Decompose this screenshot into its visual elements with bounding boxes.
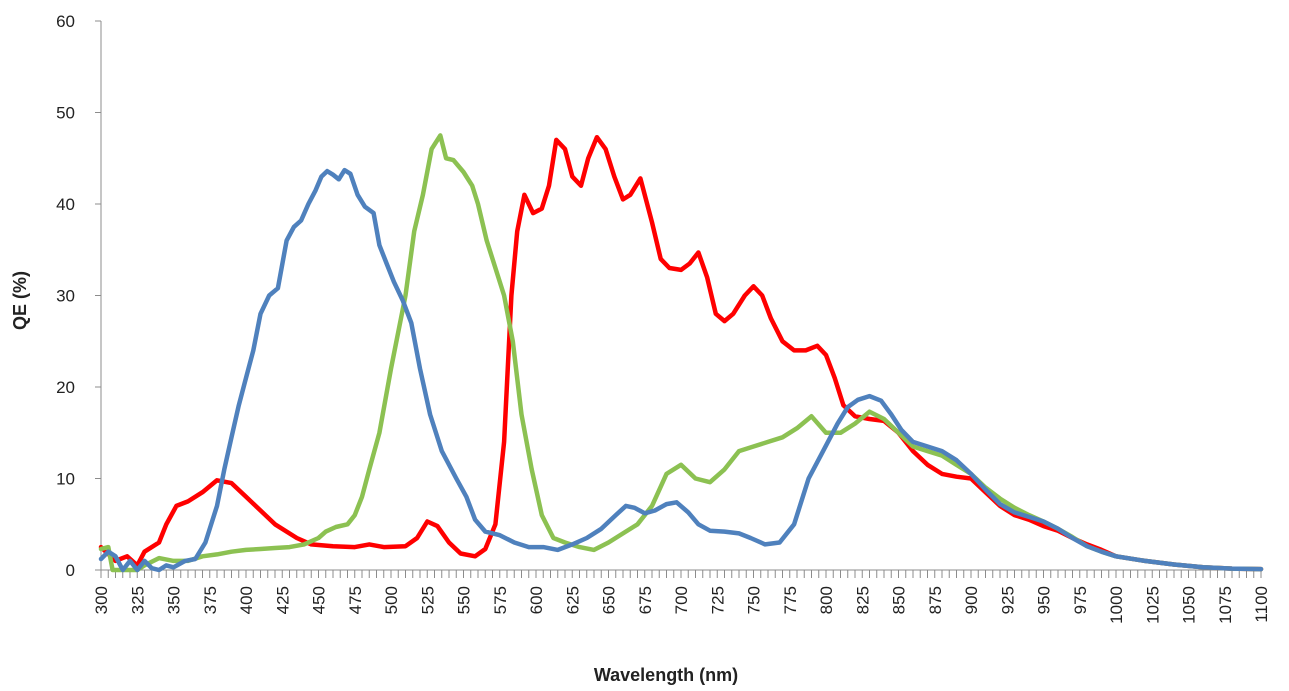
x-tick-label: 525 <box>418 586 437 614</box>
x-tick-label: 800 <box>817 586 836 614</box>
x-tick-label: 750 <box>745 586 764 614</box>
x-axis-title: Wavelength (nm) <box>594 665 738 685</box>
y-tick-label: 40 <box>56 195 75 214</box>
axis-labels: 0 10 20 30 40 50 60 300 325 350 375 400 425 450 475 500… <box>10 12 1271 685</box>
y-axis-title: QE (%) <box>10 271 30 330</box>
x-tick-label: 600 <box>527 586 546 614</box>
x-tick-label: 675 <box>636 586 655 614</box>
y-tick-label: 30 <box>56 287 75 306</box>
x-tick-label: 925 <box>998 586 1017 614</box>
axes <box>95 20 1262 578</box>
x-tick-label: 1000 <box>1107 586 1126 624</box>
x-tick-label: 625 <box>563 586 582 614</box>
x-tick-label: 1100 <box>1252 586 1271 623</box>
x-tick-label: 375 <box>201 586 220 614</box>
red-series-line <box>98 134 1264 572</box>
x-tick-label: 850 <box>890 586 909 614</box>
x-tick-label: 1050 <box>1180 586 1199 624</box>
x-tick-label: 475 <box>346 586 365 614</box>
x-tick-label: 900 <box>962 586 981 614</box>
y-tick-label: 10 <box>56 470 75 489</box>
x-tick-label: 550 <box>455 586 474 614</box>
x-tick-label: 350 <box>165 586 184 614</box>
x-tick-label: 725 <box>708 586 727 614</box>
x-tick-label: 1025 <box>1143 586 1162 624</box>
x-tick-label: 875 <box>926 586 945 614</box>
x-tick-label: 1075 <box>1216 586 1235 624</box>
x-tick-label: 650 <box>600 586 619 614</box>
x-tick-label: 825 <box>853 586 872 614</box>
x-tick-label: 500 <box>382 586 401 614</box>
x-tick-label: 700 <box>672 586 691 614</box>
y-tick-label: 50 <box>56 104 75 123</box>
x-tick-label: 400 <box>237 586 256 614</box>
x-tick-label: 325 <box>128 586 147 614</box>
y-tick-label: 0 <box>66 561 75 580</box>
x-tick-label: 775 <box>781 586 800 614</box>
blue-series-line <box>98 167 1264 573</box>
x-tick-label: 575 <box>491 586 510 614</box>
y-tick-label: 60 <box>56 12 75 31</box>
x-tick-label: 425 <box>273 586 292 614</box>
x-tick-label: 300 <box>92 586 111 614</box>
series-group <box>98 133 1264 573</box>
x-tick-label: 975 <box>1071 586 1090 614</box>
y-tick-label: 20 <box>56 378 75 397</box>
x-tick-label: 950 <box>1035 586 1054 614</box>
x-tick-label: 450 <box>310 586 329 614</box>
